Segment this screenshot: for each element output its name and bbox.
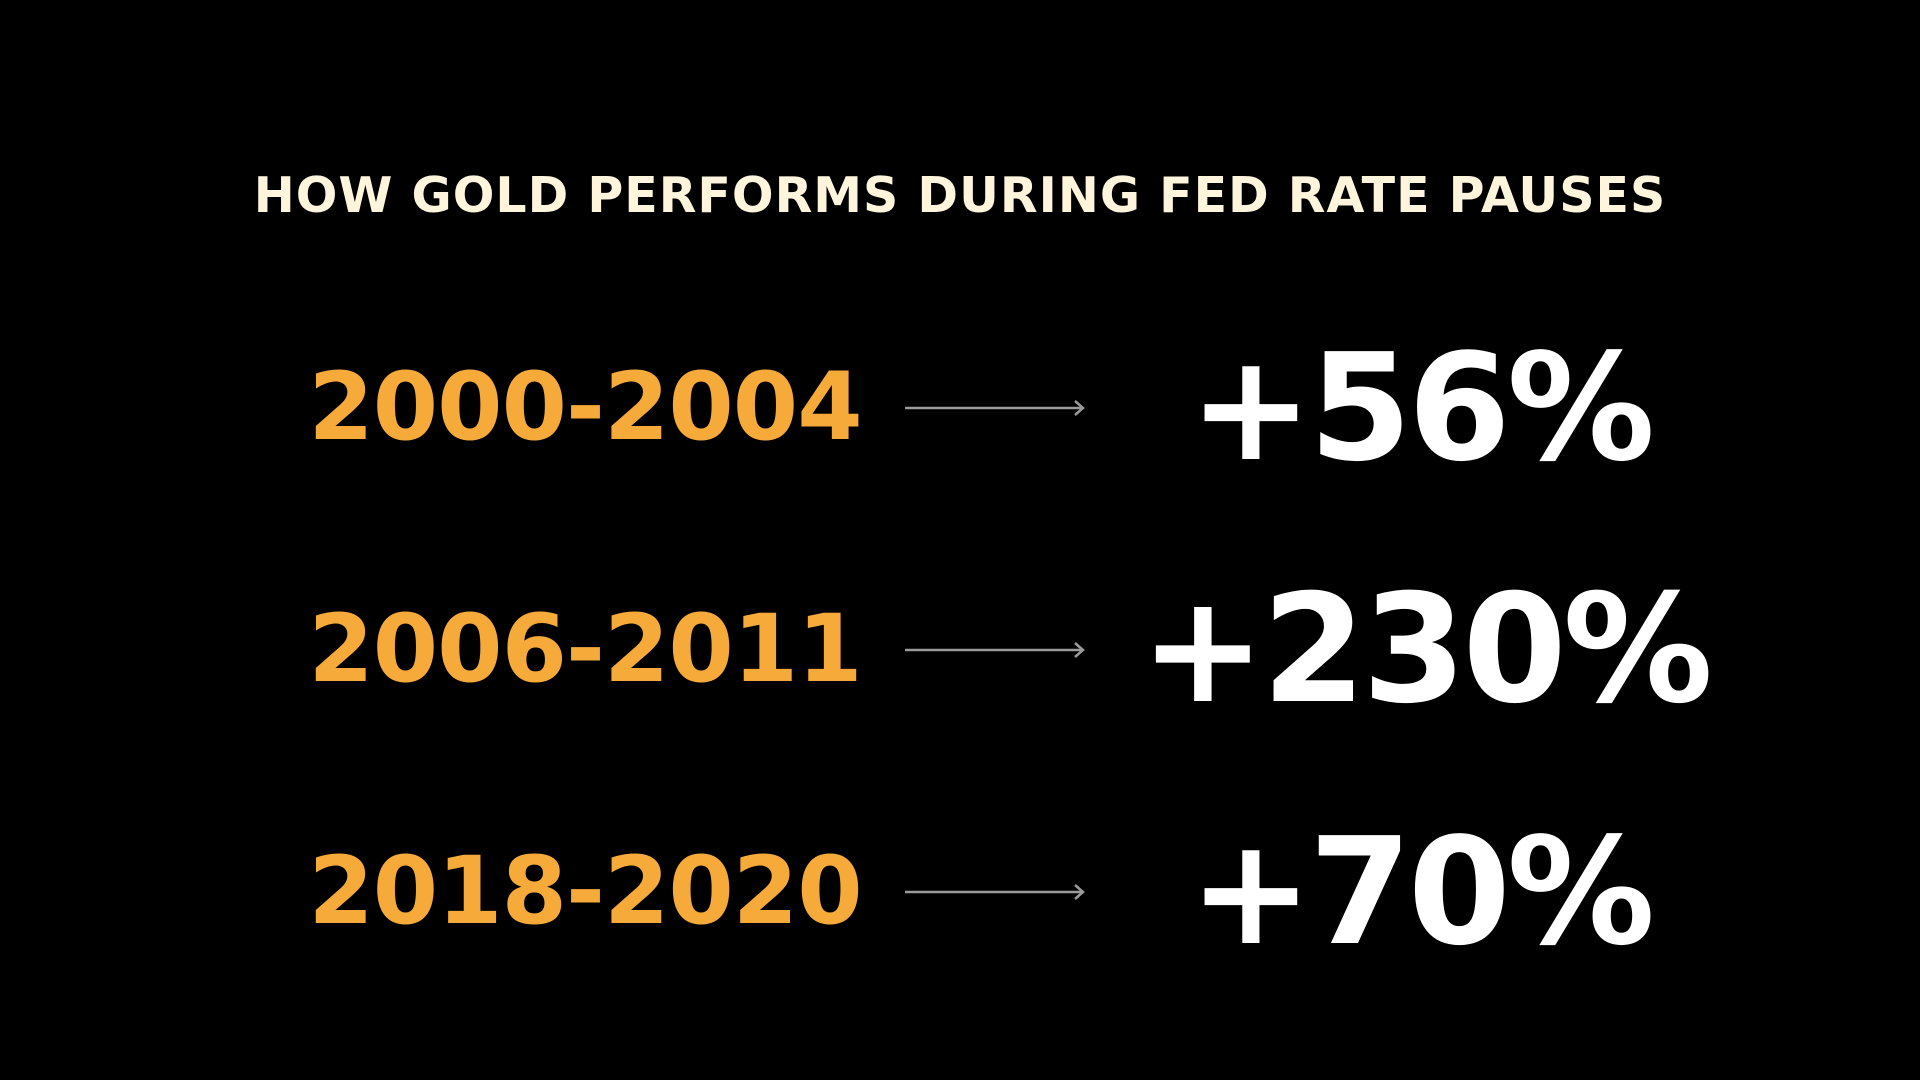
gain-value: +56%	[1188, 322, 1655, 494]
period-label: 2006-2011	[308, 595, 862, 704]
right-arrow-icon	[905, 399, 1087, 417]
period-label: 2000-2004	[308, 353, 862, 462]
gain-value: +70%	[1188, 806, 1655, 978]
performance-row: 2000-2004 +56%	[0, 328, 1920, 488]
performance-row: 2006-2011 +230%	[0, 570, 1920, 730]
slide-title: HOW GOLD PERFORMS DURING FED RATE PAUSES	[253, 167, 1667, 224]
period-label: 2018-2020	[308, 837, 862, 946]
right-arrow-icon	[905, 883, 1087, 901]
right-arrow-icon	[905, 641, 1087, 659]
performance-row: 2018-2020 +70%	[0, 812, 1920, 972]
gain-value: +230%	[1140, 563, 1713, 737]
